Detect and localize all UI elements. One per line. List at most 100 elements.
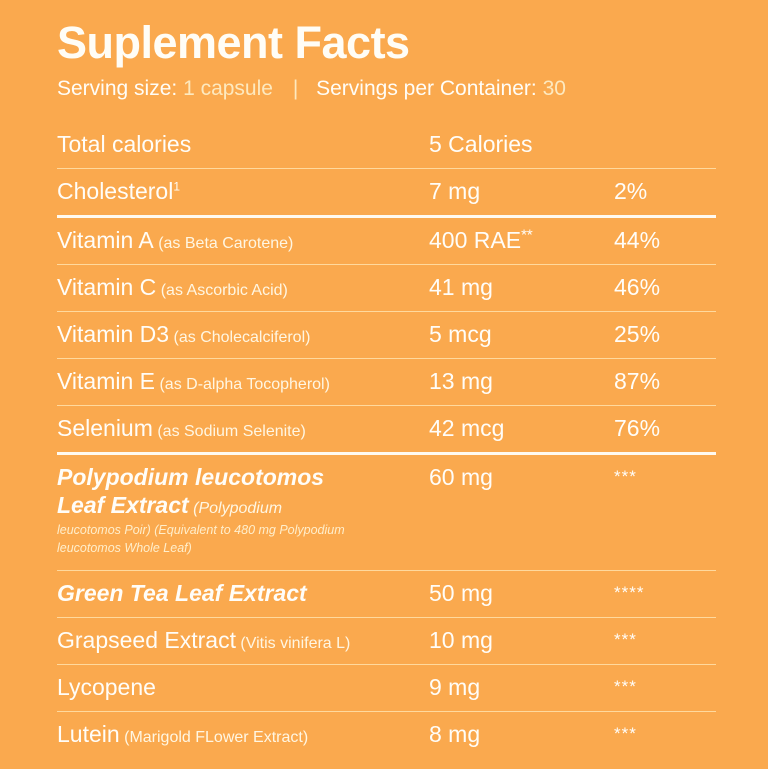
daily-value-cell: 44% <box>614 226 716 255</box>
daily-value-percent: 46% <box>614 273 661 300</box>
table-row: Vitamin D3 (as Cholecalciferol) 5 mcg 25% <box>57 312 716 358</box>
nutrient-name-cell: Vitamin E (as D-alpha Tocopherol) <box>57 367 429 396</box>
nutrient-name-cell: Cholesterol1 <box>57 177 429 206</box>
row-divider <box>57 663 716 665</box>
nutrient-name: Vitamin C (as Ascorbic Acid) <box>57 273 288 300</box>
servings-per-container-label: Servings per Container: <box>316 77 537 101</box>
table-row: Vitamin E (as D-alpha Tocopherol) 13 mg 87… <box>57 359 716 405</box>
amount-cell: 5 Calories <box>429 130 614 159</box>
amount-value: 60 mg <box>429 463 493 490</box>
row-divider <box>57 404 716 406</box>
daily-value-footnote-marker: *** <box>614 723 637 743</box>
nutrient-name-cell: Green Tea Leaf Extract <box>57 579 429 608</box>
amount-cell: 7 mg <box>429 177 614 206</box>
nutrient-name-cell: Total calories <box>57 130 429 159</box>
amount-value: 400 RAE** <box>429 225 533 253</box>
nutrition-table: Total calories 5 Calories Cholesterol1 7 mg… <box>0 122 768 758</box>
amount-value: 7 mg <box>429 177 481 204</box>
row-divider <box>57 616 716 618</box>
daily-value-cell: 76% <box>614 414 716 443</box>
table-row: Vitamin C (as Ascorbic Acid) 41 mg 46% <box>57 265 716 311</box>
nutrient-name: Grapseed Extract (Vitis vinifera L) <box>57 626 351 653</box>
daily-value-footnote-marker: *** <box>614 629 637 649</box>
amount-cell: 10 mg <box>429 626 614 655</box>
daily-value-cell: 46% <box>614 273 716 302</box>
daily-value-cell: 87% <box>614 367 716 396</box>
amount-cell: 400 RAE** <box>429 226 614 255</box>
serving-info: Serving size: 1 capsule | Servings per C… <box>57 76 716 101</box>
serving-separator: | <box>292 77 299 101</box>
footnote-marker: 1 <box>173 178 181 193</box>
nutrient-name-cell: Grapseed Extract (Vitis vinifera L) <box>57 626 429 655</box>
amount-cell: 50 mg <box>429 579 614 608</box>
row-divider <box>57 569 716 571</box>
nutrient-source: (Vitis vinifera L) <box>235 634 351 652</box>
row-divider <box>57 710 716 712</box>
serving-size-value: 1 capsule <box>183 77 273 101</box>
nutrient-name: Vitamin D3 (as Cholecalciferol) <box>57 320 311 347</box>
daily-value-cell: **** <box>614 579 716 603</box>
row-divider <box>57 214 716 218</box>
nutrient-source: (as Ascorbic Acid) <box>156 281 288 299</box>
amount-value: 50 mg <box>429 579 493 606</box>
table-row: Total calories 5 Calories <box>57 122 716 168</box>
nutrient-name: Cholesterol1 <box>57 177 181 204</box>
daily-value-cell: 2% <box>614 177 716 206</box>
nutrient-name: Selenium (as Sodium Selenite) <box>57 414 306 441</box>
amount-value: 5 Calories <box>429 130 533 157</box>
row-divider <box>57 310 716 312</box>
amount-cell: 13 mg <box>429 367 614 396</box>
nutrient-name-cell: Selenium (as Sodium Selenite) <box>57 414 429 443</box>
daily-value-percent: 25% <box>614 320 661 347</box>
nutrient-name-cell: Polypodium leucotomos Leaf Extract (Poly… <box>57 463 429 558</box>
nutrient-name-cell: Lutein (Marigold FLower Extract) <box>57 720 429 749</box>
amount-cell: 5 mcg <box>429 320 614 349</box>
nutrient-name-cell: Vitamin D3 (as Cholecalciferol) <box>57 320 429 349</box>
nutrient-description: leucotomos Poir) (Equivalent to 480 mg P… <box>57 523 345 556</box>
amount-cell: 9 mg <box>429 673 614 702</box>
nutrient-source: (as Beta Carotene) <box>153 234 294 252</box>
amount-footnote-marker: ** <box>521 225 533 243</box>
amount-cell: 42 mcg <box>429 414 614 443</box>
page-title: Suplement Facts <box>57 17 410 68</box>
amount-value: 10 mg <box>429 626 493 653</box>
nutrient-name: Total calories <box>57 130 192 157</box>
amount-cell: 41 mg <box>429 273 614 302</box>
daily-value-footnote-marker: *** <box>614 676 637 696</box>
amount-value: 13 mg <box>429 367 493 394</box>
nutrient-name: Vitamin E (as D-alpha Tocopherol) <box>57 367 330 394</box>
daily-value-percent: 2% <box>614 177 648 204</box>
daily-value-cell: *** <box>614 463 716 487</box>
row-divider <box>57 451 716 455</box>
daily-value-footnote-marker: **** <box>614 582 645 602</box>
table-row: Vitamin A (as Beta Carotene) 400 RAE** 44% <box>57 218 716 264</box>
nutrient-source: (as D-alpha Tocopherol) <box>155 375 330 393</box>
nutrient-source: (Polypodium <box>188 500 283 518</box>
nutrient-source: (as Cholecalciferol) <box>169 328 311 346</box>
amount-value: 42 mcg <box>429 414 505 441</box>
daily-value-footnote-marker: *** <box>614 466 637 486</box>
table-row: Lycopene 9 mg *** <box>57 665 716 711</box>
table-row: Selenium (as Sodium Selenite) 42 mcg 76% <box>57 406 716 452</box>
servings-per-container-value: 30 <box>542 77 566 101</box>
nutrient-name-cell: Vitamin C (as Ascorbic Acid) <box>57 273 429 302</box>
serving-size-label: Serving size: <box>57 77 178 101</box>
table-row: Green Tea Leaf Extract 50 mg **** <box>57 571 716 617</box>
amount-value: 8 mg <box>429 720 481 747</box>
amount-value: 5 mcg <box>429 320 492 347</box>
label-header: Suplement Facts Serving size: 1 capsule … <box>0 0 768 102</box>
daily-value-percent: 87% <box>614 367 661 394</box>
nutrient-name: Lycopene <box>57 673 156 700</box>
table-row: Grapseed Extract (Vitis vinifera L) 10 mg… <box>57 618 716 664</box>
nutrient-name-cell: Lycopene <box>57 673 429 702</box>
daily-value-cell: *** <box>614 673 716 697</box>
daily-value-cell: *** <box>614 720 716 744</box>
amount-cell: 8 mg <box>429 720 614 749</box>
nutrient-name: Vitamin A (as Beta Carotene) <box>57 226 294 253</box>
nutrient-name: Polypodium leucotomos Leaf Extract (Poly… <box>57 463 325 519</box>
amount-value: 41 mg <box>429 273 493 300</box>
daily-value-percent: 44% <box>614 226 661 253</box>
daily-value-cell: 25% <box>614 320 716 349</box>
row-divider <box>57 357 716 359</box>
